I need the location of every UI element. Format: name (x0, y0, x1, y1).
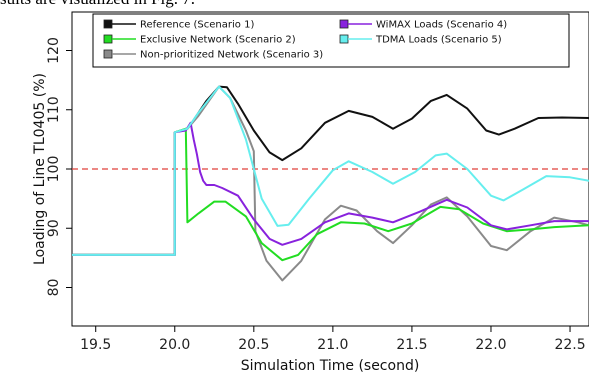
legend-swatch (103, 19, 113, 29)
figure-caption-fragment: sults are visualized in Fig. 7. (0, 0, 589, 9)
y-tick-label: 80 (46, 279, 62, 297)
x-tick-label: 19.5 (80, 337, 111, 353)
legend-label: TDMA Loads (Scenario 5) (375, 35, 502, 46)
y-tick-label: 100 (46, 156, 62, 183)
x-tick-label: 20.0 (159, 337, 190, 353)
x-tick-label: 22.5 (554, 337, 585, 353)
y-tick-label: 120 (46, 37, 62, 64)
x-tick-label: 21.0 (317, 337, 348, 353)
legend-label: Reference (Scenario 1) (140, 20, 254, 31)
series-line-scenario-2 (72, 127, 589, 262)
legend-box (92, 13, 570, 68)
legend-swatch (103, 49, 113, 59)
x-tick-label: 21.5 (396, 337, 427, 353)
y-tick-label: 90 (46, 219, 62, 237)
y-axis-title: Loading of Line TL0405 (%) (32, 73, 48, 265)
legend-label: WiMAX Loads (Scenario 4) (376, 20, 507, 31)
legend-swatch (339, 34, 349, 44)
series-line-scenario-5 (72, 85, 589, 256)
legend-swatch (103, 34, 113, 44)
legend: Reference (Scenario 1) Exclusive Network … (92, 13, 570, 68)
x-axis-title: Simulation Time (second) (241, 358, 420, 373)
series-line-scenario-4 (72, 121, 589, 256)
legend-label: Exclusive Network (Scenario 2) (140, 35, 296, 46)
x-tick-label: 22.0 (475, 337, 506, 353)
legend-swatch (339, 19, 349, 29)
y-tick-label: 110 (46, 96, 62, 123)
x-tick-label: 20.5 (238, 337, 269, 353)
legend-label: Non-prioritized Network (Scenario 3) (140, 50, 323, 61)
